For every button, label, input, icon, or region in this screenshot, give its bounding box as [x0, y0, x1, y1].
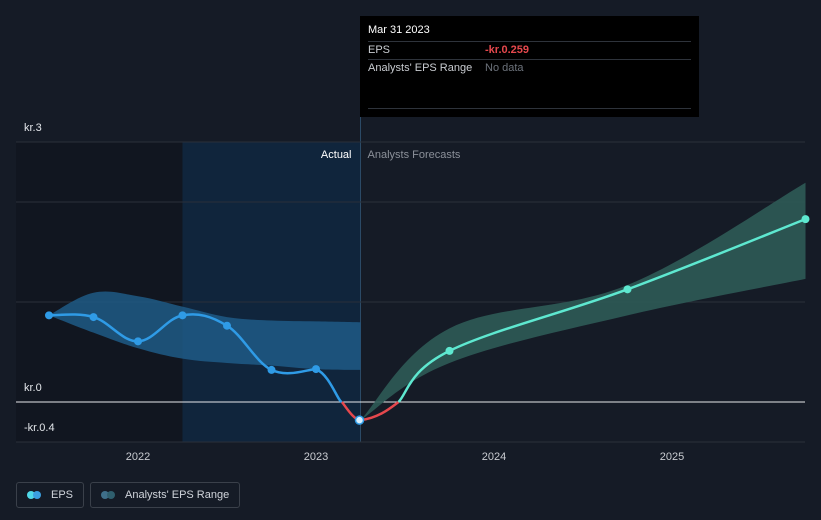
y-tick-label-1: kr.0 — [24, 382, 42, 394]
forecast-negative-segment — [360, 401, 400, 422]
x-tick-label-0: 2022 — [126, 451, 150, 463]
legend-eps-label: EPS — [51, 489, 74, 501]
eps-points — [45, 215, 810, 425]
tooltip-date: Mar 31 2023 — [368, 24, 430, 36]
eps-range-bands — [49, 182, 806, 421]
eps-forecast-line — [397, 217, 806, 403]
legend: EPS Analysts' EPS Range — [16, 482, 241, 508]
eps-point-1 — [89, 313, 98, 322]
y-tick-label-2: -kr.0.4 — [24, 422, 55, 434]
tooltip: Mar 31 2023 EPS -kr.0.259 Analysts' EPS … — [360, 16, 699, 117]
forecast-point-end — [801, 215, 810, 224]
actual-eps-range-band — [49, 291, 361, 370]
forecast-point-2 — [623, 285, 632, 294]
x-tick-label-3: 2025 — [660, 451, 684, 463]
x-tick-label-1: 2023 — [304, 451, 328, 463]
forecast-point-1 — [445, 346, 454, 355]
tooltip-divider — [368, 108, 691, 109]
tooltip-eps-value: -kr.0.259 — [485, 44, 530, 56]
eps-range-legend-icon — [101, 491, 117, 499]
eps-point-2 — [134, 337, 142, 346]
eps-point-6 — [312, 365, 320, 374]
eps-point-5 — [267, 365, 276, 374]
region-shades — [16, 16, 361, 442]
forecast-region-label: Analysts Forecasts — [368, 149, 461, 161]
tooltip-row-eps: EPS -kr.0.259 — [368, 41, 691, 59]
tooltip-row-range: Analysts' EPS Range No data — [368, 59, 691, 77]
eps-legend-icon — [27, 491, 43, 499]
highlight-point — [354, 415, 365, 425]
tooltip-range-value: No data — [485, 62, 524, 74]
eps-point-4 — [223, 321, 231, 330]
legend-item-eps[interactable]: EPS — [16, 482, 85, 508]
y-tick-label-0: kr.3 — [24, 122, 42, 134]
x-tick-label-2: 2024 — [482, 451, 506, 463]
legend-item-eps-range[interactable]: Analysts' EPS Range — [90, 482, 241, 508]
forecast-eps-range-band — [360, 182, 806, 421]
eps-point-0 — [45, 311, 53, 320]
eps-point-3 — [178, 311, 187, 320]
actual-region-shade — [182, 142, 361, 442]
tooltip-eps-label: EPS — [368, 44, 391, 56]
actual-region-label: Actual — [321, 149, 352, 161]
axis-labels: kr.3 kr.0 -kr.0.4 2022 2023 2024 2025 Actual Ana… — [24, 122, 684, 463]
legend-range-label: Analysts' EPS Range — [125, 489, 230, 501]
tooltip-range-label: Analysts' EPS Range — [368, 62, 473, 74]
